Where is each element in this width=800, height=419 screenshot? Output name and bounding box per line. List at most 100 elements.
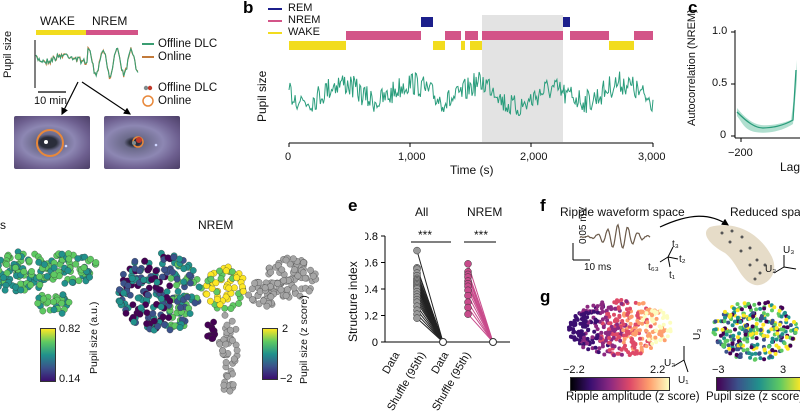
- embedding-point: [788, 343, 793, 348]
- embedding-point: [577, 338, 582, 343]
- group-label-nrem: NREM: [467, 205, 503, 219]
- wake-segment: [470, 41, 482, 50]
- embedding-point: [784, 317, 789, 322]
- embedding-point: [233, 274, 241, 282]
- shuffle-point: [439, 338, 447, 346]
- legend-online-marker: Online: [158, 95, 192, 107]
- embedding-point: [642, 314, 647, 319]
- axis-t1: [667, 256, 671, 268]
- embedding-point: [758, 306, 763, 311]
- cbar-pupil-min: −3: [712, 364, 725, 376]
- embedding-point: [745, 347, 750, 352]
- embedding-point: [723, 315, 727, 320]
- panel-c-ylabel: Autocorrelation (NREM): [686, 9, 698, 126]
- embedding-point: [593, 345, 598, 350]
- embedding-point: [267, 268, 275, 276]
- data-point: [413, 246, 421, 255]
- group-label-all: All: [415, 205, 429, 219]
- embedding-point: [644, 328, 648, 333]
- embedding-point: [785, 325, 790, 330]
- nrem-segment: [570, 31, 609, 40]
- embedding-point: [87, 255, 94, 263]
- embedding-point: [155, 286, 163, 293]
- embedding-point: [638, 341, 643, 346]
- embedding-point: [61, 279, 69, 287]
- y-tick-label: 1.0: [712, 25, 728, 37]
- axis-label-u2: U₂: [765, 264, 777, 275]
- embedding-point: [116, 298, 124, 306]
- embedding-point: [214, 295, 221, 303]
- eye-image-2: [104, 116, 180, 169]
- rem-segment: [421, 17, 433, 27]
- embedding-point: [633, 300, 638, 305]
- embedding-point: [286, 260, 294, 268]
- embedding-point: [612, 300, 617, 305]
- cbar-ripple-max: 2.2: [650, 364, 666, 376]
- embedding-point: [598, 336, 603, 341]
- embedding-point: [0, 262, 2, 269]
- embedding-point: [736, 339, 741, 344]
- embedding-point: [637, 321, 641, 325]
- x-label: Data: [429, 350, 452, 377]
- axis-u2: [773, 266, 785, 274]
- panel-b-plot: [288, 15, 654, 147]
- panel-d-embeddings: [0, 248, 320, 395]
- embedding-point: [662, 338, 667, 343]
- embedding-point: [41, 261, 48, 268]
- embedding-point: [735, 335, 740, 340]
- embedding-point: [654, 340, 659, 345]
- embedding-point: [638, 351, 643, 356]
- offline-trace: [35, 47, 139, 78]
- embedding-point: [730, 323, 735, 328]
- cbar-pupil-label: Pupil size (z score): [706, 391, 800, 403]
- embedding-point: [732, 319, 737, 324]
- panel-c-ylabel-text: Autocorrelation (NREM): [686, 9, 698, 126]
- panel-e-letter: e: [348, 196, 358, 215]
- embedding-point: [769, 327, 774, 332]
- autocorr-band: [737, 60, 797, 133]
- y-tick-label: 0.5: [712, 77, 728, 89]
- embedding-point: [58, 310, 66, 317]
- embedding-point: [0, 267, 3, 274]
- embedding-point: [605, 312, 610, 316]
- paired-line: [467, 307, 494, 343]
- panel-d-title: NREM: [198, 218, 234, 232]
- embedding-point: [585, 341, 590, 346]
- embedding-point: [282, 256, 290, 264]
- embedding-point: [72, 260, 80, 268]
- embedding-point: [620, 319, 625, 323]
- embedding-point: [64, 267, 72, 274]
- embedding-point: [665, 334, 670, 339]
- arrow-to-eye-2: [81, 81, 131, 115]
- data-point: [413, 314, 421, 322]
- embedding-point: [212, 279, 220, 287]
- x-tick-label: 1,000: [398, 151, 426, 163]
- embedding-point: [169, 268, 176, 276]
- data-point: [464, 291, 472, 300]
- embedding-point: [596, 350, 601, 355]
- axis-label-t63: t₆₃: [648, 262, 659, 273]
- embedding-point: [753, 351, 758, 356]
- embedding-point: [653, 335, 658, 340]
- embedding-point: [738, 352, 743, 357]
- embedding-point: [43, 273, 51, 280]
- embedding-point: [58, 250, 66, 258]
- embedding-point: [131, 257, 139, 265]
- data-point: [464, 260, 472, 268]
- embedding-point: [610, 343, 615, 348]
- embedding-point: [770, 308, 774, 313]
- pupil-online-ring: [36, 129, 64, 157]
- embedding-point: [770, 336, 775, 341]
- embedding-point: [629, 339, 634, 344]
- embedding-point: [784, 335, 789, 340]
- embedding-point: [624, 333, 629, 337]
- embedding-point: [600, 317, 605, 322]
- embedding-point: [575, 317, 580, 322]
- embedding-point: [753, 357, 758, 362]
- embedding-point: [777, 322, 782, 327]
- panel-a-trace-plot: [34, 30, 139, 93]
- embedding-point: [750, 324, 755, 329]
- paired-line: [416, 317, 444, 343]
- embedding-point: [309, 272, 317, 280]
- panel-b-legend: [268, 8, 282, 34]
